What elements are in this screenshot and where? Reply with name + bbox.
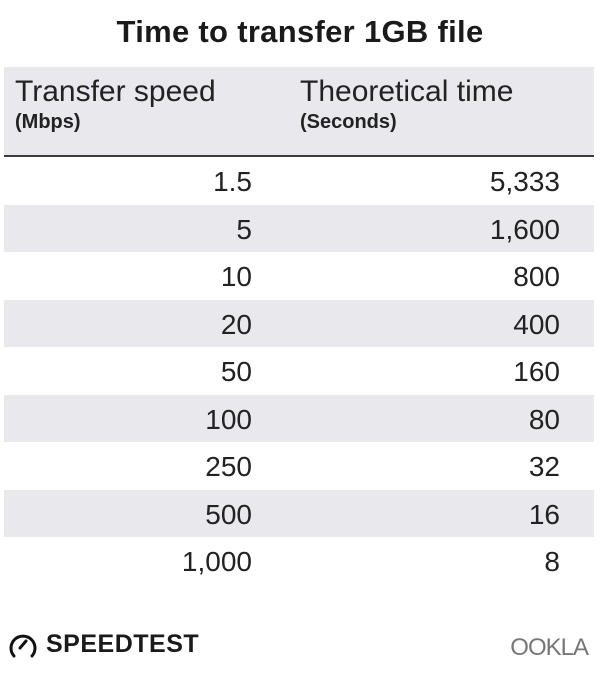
speed-cell: 50 [220,356,252,387]
table-header: Transfer speed (Mbps) Theoretical time (… [4,67,594,157]
speed-cell: 20 [220,308,252,340]
table-row: 100 80 [4,394,594,442]
time-cell: 1,600 [489,213,560,245]
table-row: 10 800 [4,252,594,300]
header-label: Transfer speed [15,75,216,108]
time-cell: 8 [544,546,560,577]
table-row: 1,000 8 [4,537,594,585]
header-unit: (Seconds) [300,111,397,133]
speed-cell: 1.5 [213,166,252,197]
speed-cell: 5 [236,213,252,245]
speed-cell: 10 [220,261,252,292]
time-cell: 32 [528,451,560,482]
chart-title: Time to transfer 1GB file [116,14,484,49]
header-theoretical-time: Theoretical time (Seconds) [300,75,513,134]
speedtest-logo: SPEEDTEST [8,630,199,659]
speed-cell: 1,000 [181,546,252,577]
transfer-table: Transfer speed (Mbps) Theoretical time (… [4,67,594,585]
table-row: 500 16 [4,489,594,537]
table-row: 50 160 [4,347,594,395]
speed-cell: 500 [205,498,252,530]
table-row: 1.5 5,333 [4,157,594,205]
time-cell: 400 [513,308,560,340]
speed-cell: 100 [205,403,252,435]
time-cell: 16 [528,498,560,530]
time-cell: 800 [513,261,560,292]
time-cell: 80 [528,403,560,435]
table-row: 20 400 [4,299,594,347]
header-unit: (Mbps) [15,111,81,133]
speed-cell: 250 [205,451,252,482]
time-cell: 160 [513,356,560,387]
speedometer-icon [9,634,37,657]
ookla-logo: OOKLA [510,634,589,661]
time-cell: 5,333 [489,166,560,197]
header-transfer-speed: Transfer speed (Mbps) [15,75,216,134]
table-row: 250 32 [4,442,594,490]
brand-name: SPEEDTEST [46,630,200,658]
table-row: 5 1,600 [4,204,594,252]
header-label: Theoretical time [300,75,514,108]
